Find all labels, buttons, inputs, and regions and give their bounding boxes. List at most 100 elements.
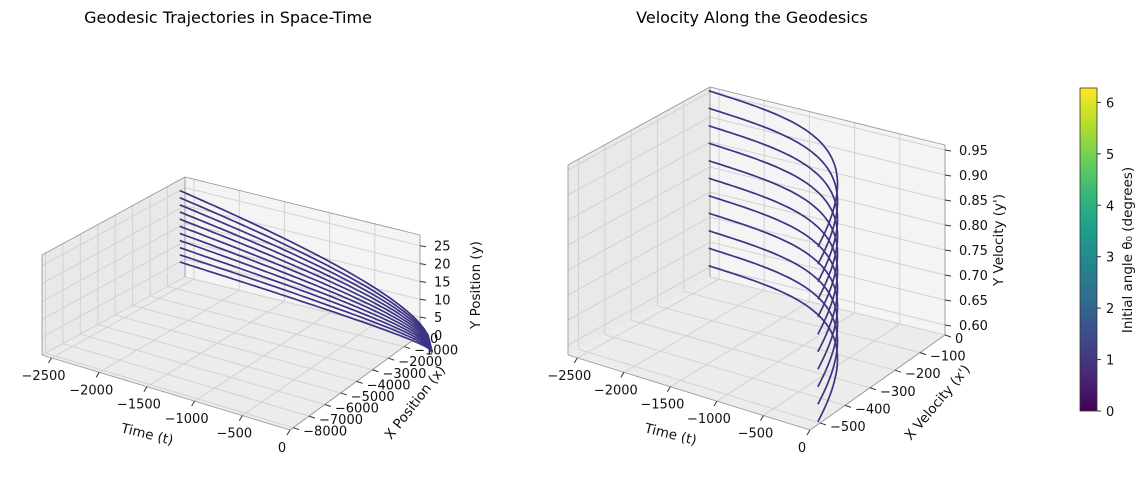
p2-z-tick [944,174,952,177]
colorbar: 0 1 2 3 4 5 6 Initial angle θ₀ (degrees) [1079,87,1136,420]
p2-ygrid-floor [709,276,946,336]
p2-z-axis-label: Y Velocity (y') [991,194,1007,287]
p1-ygrid-floor [62,343,310,417]
colorbar-tick-label: 4 [1106,199,1114,214]
p2-series-line-8 [708,142,839,300]
p1-y-tick [403,346,411,350]
p2-series-line-1 [708,264,839,423]
colorbar-tick-label: 6 [1106,96,1114,111]
p2-y-tick [894,369,902,373]
p1-z-tick [419,245,427,248]
p1-y-tick-label: −2000 [398,355,442,370]
plot-velocity-along-geodesics: −2500−2000−1500−1000 −500 0 0 −100 −200 −300 −4… [547,8,1007,456]
p1-y-tick [372,369,379,373]
p1-series-line-2 [179,254,433,353]
p1-z-tick-label: 5 [434,311,442,326]
p2-xgrid-floor [577,278,720,359]
p1-ygrid-floor [115,314,357,382]
p1-ygrid-floor [80,333,326,405]
p2-series-line-10 [708,107,839,265]
colorbar-tick-label: 3 [1106,251,1114,266]
p1-z-tick [419,280,427,283]
p2-left-pane [568,87,710,355]
p2-z-tick [944,274,952,277]
p1-y-axis-line [289,334,421,431]
p2-series-line-2 [708,247,839,405]
p2-x-axis-line [567,354,811,431]
p1-z-tick [419,263,427,266]
p1-series-line-9 [179,204,434,353]
p1-y-tick-label: −4000 [367,378,411,393]
p1-y-tick [293,427,300,431]
p1-y-tick [308,415,316,419]
p1-left-pane [42,177,185,355]
colorbar-tick-label: 1 [1106,354,1114,369]
p2-z-tick [944,324,952,327]
p1-xgrid-floor [98,289,240,373]
p2-y-tick-label: 0 [955,332,963,347]
p1-x-tick [191,400,196,407]
p1-y-tick-label: −5000 [351,390,395,405]
p2-y-tick-label: −100 [930,350,966,365]
p2-ygrid-floor [578,348,821,424]
p2-z-tick [944,149,952,152]
p1-xgrid-floor [242,323,376,416]
colorbar-tick-label: 5 [1106,148,1114,163]
p2-y-tick-label: −200 [905,367,941,382]
p2-z-tick [944,224,952,227]
p1-x-tick-label: 0 [278,441,286,456]
p1-z-tick-label: 25 [434,240,451,255]
p1-z-tick-label: 20 [434,258,451,273]
p1-x-tick [238,415,243,421]
p2-x-tick-label: −1000 [687,412,731,427]
p2-x-tick-label: −1500 [640,398,684,413]
p1-x-tick [48,357,52,364]
p2-z-tick-label: 0.80 [959,219,988,234]
p2-y-tick [944,334,952,338]
p1-x-tick [143,386,148,392]
p1-ygrid-floor [132,305,373,371]
p2-x-tick [666,386,671,392]
p1-x-tick-label: −2000 [69,383,113,398]
p1-xgrid-floor [51,278,195,359]
p2-xgrid-floor [623,289,765,373]
p2-x-tick [760,415,764,421]
p2-ygrid-floor [683,290,921,354]
p1-series-line-1 [179,261,433,353]
p1-series-line-6 [179,225,434,353]
p2-series-line-7 [708,159,839,318]
p2-x-tick [573,357,578,364]
p1-y-tick-label: −6000 [335,402,379,417]
p2-y-tick-label: −300 [880,385,916,400]
p2-z-tick [944,249,952,252]
colorbar-tick-label: 0 [1106,405,1114,420]
p2-y-tick [844,404,852,408]
p2-x-tick [620,372,625,378]
colorbar-label: Initial angle θ₀ (degrees) [1120,167,1136,333]
p1-z-tick [419,316,427,319]
p2-x-tick [713,400,718,407]
p2-ygrid-floor [604,334,846,406]
p2-y-tick [869,387,877,391]
plot-geodesic-trajectories: −2500−2000−1500−1000−50000−1000−2000−300… [22,8,484,456]
p1-y-tick [324,404,332,407]
p2-z-tick-label: 0.85 [959,194,988,209]
p1-series-line-5 [179,232,434,353]
p1-y-tick [356,380,363,384]
p2-z-tick-label: 0.65 [959,294,988,309]
p2-z-tick-label: 0.70 [959,269,988,284]
p2-xgrid-floor [763,323,901,416]
p1-z-tick-label: 10 [434,293,451,308]
p1-x-tick-label: −1000 [165,412,209,427]
p2-series-line-5 [708,194,839,353]
p1-y-tick-label: 0 [430,332,438,347]
p1-y-tick-label: −7000 [319,413,363,428]
p2-xgrid-floor [716,312,855,402]
colorbar-gradient [1079,87,1098,412]
p2-z-tick [944,299,952,302]
p2-y-axis-line [809,334,946,431]
p2-series-line-3 [708,229,839,388]
p1-y-tick [340,392,347,396]
colorbar-tick-label: 2 [1106,302,1114,317]
p2-z-tick-label: 0.95 [959,144,988,159]
